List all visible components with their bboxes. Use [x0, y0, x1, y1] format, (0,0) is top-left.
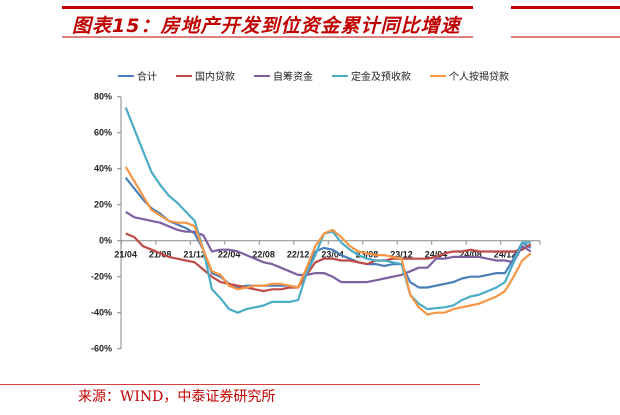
adjacent-rule-bottom	[511, 36, 620, 38]
legend-item: 个人按揭贷款	[430, 68, 509, 83]
y-tick-label: 0%	[99, 236, 112, 246]
y-tick-label: -60%	[91, 344, 112, 354]
legend-swatch	[118, 74, 134, 77]
legend-item: 定金及预收款	[332, 68, 411, 83]
x-tick-label: 23/04	[321, 250, 344, 260]
series-line-1	[125, 232, 532, 293]
adjacent-rule-top	[511, 6, 620, 9]
y-tick-label: -20%	[91, 272, 112, 282]
x-tick-label: 21/12	[183, 250, 206, 260]
x-tick-label: 21/04	[114, 250, 137, 260]
series-line-2	[125, 210, 532, 284]
legend-label: 自筹资金	[273, 72, 313, 83]
title-rule-top	[62, 6, 473, 9]
x-tick-label: 23/08	[356, 250, 379, 260]
legend-label: 定金及预收款	[351, 72, 411, 83]
x-tick-label: 21/08	[149, 250, 172, 260]
legend-label: 合计	[137, 72, 157, 83]
x-tick-label: 24/12	[494, 250, 517, 260]
series-line-3	[124, 107, 531, 314]
legend-swatch	[332, 74, 348, 77]
y-tick-label: 40%	[94, 164, 112, 174]
title-rule-bottom	[62, 36, 473, 38]
y-tick-label: 80%	[94, 92, 112, 102]
legend: 合计 国内贷款 自筹资金 定金及预收款 个人按揭贷款	[118, 68, 509, 83]
y-tick-label: 20%	[94, 200, 112, 210]
x-tick-label: 24/04	[425, 250, 448, 260]
series-line-4	[124, 166, 532, 316]
x-tick-label: 23/12	[390, 250, 413, 260]
legend-label: 国内贷款	[195, 72, 235, 83]
x-tick-label: 22/12	[287, 250, 310, 260]
legend-item: 合计	[118, 68, 157, 83]
legend-label: 个人按揭贷款	[449, 72, 509, 83]
y-tick-label: 60%	[94, 128, 112, 138]
legend-swatch	[430, 74, 446, 77]
y-tick-label: -40%	[91, 308, 112, 318]
legend-item: 自筹资金	[254, 68, 313, 83]
legend-swatch	[176, 74, 192, 77]
legend-swatch	[254, 74, 270, 77]
x-tick-label: 24/08	[459, 250, 482, 260]
chart-title: 图表15：房地产开发到位资金累计同比增速	[72, 15, 461, 37]
x-tick-label: 22/04	[218, 250, 241, 260]
legend-item: 国内贷款	[176, 68, 235, 83]
footer-rule	[0, 384, 480, 385]
x-tick-label: 22/08	[252, 250, 275, 260]
source-note: 来源：WIND，中泰证券研究所	[78, 389, 276, 405]
